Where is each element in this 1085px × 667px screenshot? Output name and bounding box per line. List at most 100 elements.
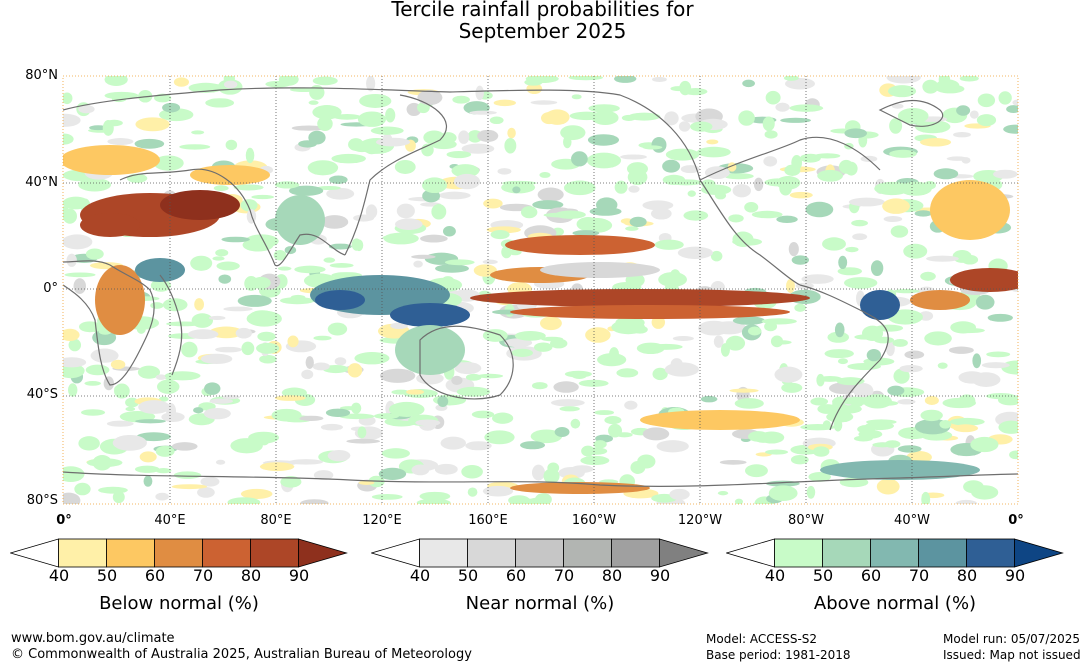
probability-blob: [640, 410, 800, 430]
probability-blob: [374, 413, 399, 420]
probability-blob: [620, 154, 647, 160]
probability-blob: [937, 362, 948, 369]
probability-blob: [810, 397, 829, 406]
probability-blob: [452, 95, 470, 104]
probability-blob: [194, 298, 205, 311]
probability-blob: [852, 233, 868, 241]
probability-blob: [300, 499, 329, 504]
probability-blob: [751, 210, 783, 219]
probability-blob: [876, 478, 900, 495]
probability-blob: [837, 358, 849, 365]
probability-blob: [851, 219, 868, 227]
probability-blob: [889, 149, 917, 158]
probability-blob: [690, 121, 713, 132]
probability-blob: [922, 79, 939, 94]
lon-label-160e: 160°E: [468, 513, 508, 528]
probability-blob: [701, 184, 732, 196]
probability-blob: [78, 105, 95, 114]
probability-blob: [1012, 99, 1018, 106]
probability-blob: [89, 125, 108, 131]
probability-blob: [572, 373, 587, 380]
probability-blob: [198, 402, 216, 411]
probability-blob: [742, 79, 755, 88]
lon-label-0-west: 0°: [56, 513, 72, 528]
probability-blob: [959, 76, 979, 82]
probability-blob: [838, 255, 848, 270]
probability-blob: [706, 139, 719, 145]
probability-blob: [783, 76, 799, 81]
probability-blob: [596, 197, 618, 213]
probability-blob: [630, 460, 646, 474]
probability-blob: [85, 364, 110, 376]
probability-blob: [845, 161, 858, 176]
probability-blob: [107, 138, 134, 146]
probability-blob: [950, 268, 1018, 292]
probability-blob: [484, 430, 515, 445]
probability-blob: [531, 464, 545, 481]
probability-blob: [534, 342, 553, 352]
probability-blob: [63, 92, 73, 105]
probability-blob: [899, 364, 923, 373]
probability-blob: [164, 371, 201, 381]
probability-blob: [860, 155, 878, 163]
probability-blob: [588, 104, 620, 113]
probability-blob: [817, 404, 838, 414]
probability-blob: [125, 406, 136, 412]
probability-blob: [181, 341, 198, 358]
probability-blob: [329, 175, 348, 184]
coastline: [699, 179, 801, 286]
probability-blob: [891, 103, 904, 109]
probability-blob: [279, 297, 315, 305]
probability-blob: [248, 431, 280, 444]
probability-blob: [956, 105, 971, 116]
probability-blob: [227, 497, 261, 504]
probability-blob: [382, 235, 404, 241]
colorbar-near-label: Near normal (%): [465, 593, 615, 614]
probability-blob: [215, 346, 242, 353]
probability-blob: [492, 412, 514, 424]
colorbar-segment: [966, 538, 1015, 568]
probability-blob: [628, 112, 661, 121]
coastline: [63, 87, 701, 181]
probability-blob: [765, 449, 789, 455]
probability-blob: [104, 76, 128, 86]
probability-blob: [531, 382, 548, 390]
probability-blob: [312, 76, 338, 86]
probability-blob: [776, 215, 798, 224]
probability-blob: [251, 276, 271, 289]
probability-blob: [817, 169, 843, 182]
probability-blob: [658, 272, 688, 287]
probability-blob: [569, 111, 605, 121]
probability-blob: [470, 289, 810, 307]
probability-blob: [893, 368, 910, 384]
probability-blob: [301, 369, 314, 380]
probability-blob: [358, 480, 375, 485]
probability-blob: [366, 76, 376, 92]
probability-blob: [353, 145, 371, 153]
probability-blob: [725, 335, 746, 351]
probability-blob: [431, 203, 447, 220]
probability-blob: [611, 320, 645, 335]
probability-blob: [493, 99, 516, 107]
probability-blob: [385, 108, 396, 123]
probability-blob: [768, 485, 798, 502]
probability-blob: [233, 184, 264, 191]
probability-blob: [656, 440, 689, 453]
probability-blob: [614, 76, 637, 83]
colorbar-low-end: [726, 538, 775, 568]
probability-blob: [530, 429, 563, 444]
probability-blob: [559, 406, 580, 412]
probability-blob: [764, 178, 791, 187]
probability-blob: [213, 185, 229, 191]
probability-blob: [713, 335, 724, 348]
probability-blob: [924, 395, 939, 405]
probability-blob: [63, 113, 81, 127]
lon-label-80w: 80°W: [788, 513, 824, 528]
probability-blob: [85, 248, 104, 260]
probability-blob: [580, 455, 610, 466]
probability-blob: [138, 400, 171, 414]
colorbar-above-normal: [726, 538, 1064, 568]
probability-blob: [327, 322, 348, 336]
probability-blob: [642, 427, 670, 441]
probability-blob: [817, 376, 843, 382]
